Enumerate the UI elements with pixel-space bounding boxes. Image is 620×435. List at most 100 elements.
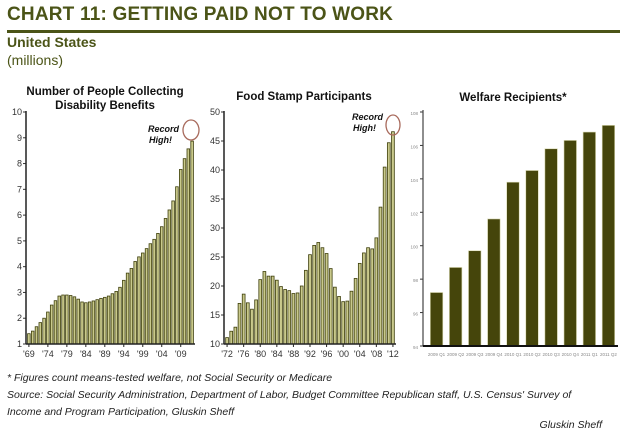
disability-bar-2001 — [148, 243, 153, 345]
disability-bar-2009 — [179, 169, 183, 345]
disability-y-tick-label: 8 — [17, 159, 22, 169]
disability-bar-1989 — [103, 296, 107, 345]
disability-bar-2006 — [167, 209, 172, 345]
disability-bar-1993 — [118, 286, 122, 345]
food-stamp-bar-1977 — [246, 302, 250, 345]
disability-bar-1995 — [125, 272, 130, 345]
welfare-bar-2009-q3 — [468, 250, 482, 347]
food-stamp-bar-1976 — [241, 293, 246, 345]
food-stamp-bar-1974 — [233, 326, 238, 345]
food-stamp-y-tick-label: 15 — [210, 310, 220, 320]
food-stamp-bar-2007 — [370, 248, 374, 345]
welfare-y-tick-label: 104 — [410, 178, 418, 183]
charts-panel: Number of People Collecting Disability B… — [12, 86, 618, 359]
welfare-x-tick-label: 2009 Q1 — [428, 352, 446, 357]
food-stamp-x-tick-label: '84 — [271, 349, 283, 359]
disability-x-tick-label: '89 — [99, 349, 111, 359]
disability-y-tick-label: 1 — [17, 339, 22, 349]
food-stamp-x-tick-label: '80 — [254, 349, 266, 359]
disability-x-tick-label: '94 — [118, 349, 130, 359]
disability-bar-2007 — [171, 200, 175, 345]
disability-bar-1986 — [91, 300, 96, 345]
welfare-bar-2009-q4 — [487, 218, 501, 347]
food-stamp-bar-1991 — [304, 269, 308, 345]
food-stamp-bar-1972 — [225, 337, 229, 345]
welfare-y-tick-label: 98 — [413, 278, 419, 283]
food-stamp-x-tick-label: '04 — [354, 349, 366, 359]
food-stamp-annotation-line2: High! — [353, 123, 376, 133]
food-stamp-y-tick-label: 25 — [210, 252, 220, 262]
food-stamp-x-tick-label: '92 — [304, 349, 316, 359]
disability-x-tick-label: '99 — [137, 349, 149, 359]
disability-bar-1983 — [80, 301, 84, 345]
food-stamp-bar-2001 — [345, 300, 350, 345]
welfare-x-tick-label: 2010 Q1 — [504, 352, 522, 357]
region-label: United States — [7, 34, 97, 50]
food-stamp-x-tick-label: '76 — [238, 349, 250, 359]
units-label: (millions) — [7, 52, 63, 68]
food-stamp-record-high-circle — [385, 114, 401, 136]
food-stamp-bar-1979 — [254, 299, 258, 345]
disability-bar-1999 — [141, 252, 145, 345]
food-stamp-bar-2006 — [366, 247, 370, 345]
disability-bar-2012 — [190, 140, 194, 345]
disability-bar-2011 — [186, 148, 191, 345]
disability-y-tick-label: 2 — [17, 313, 22, 323]
disability-x-tick-label: '09 — [175, 349, 187, 359]
welfare-x-tick-label: 2010 Q3 — [543, 352, 561, 357]
disability-bar-1977 — [57, 295, 61, 345]
disability-bar-1979 — [65, 294, 69, 345]
disability-bar-2000 — [144, 248, 149, 345]
food-stamp-bar-2009 — [378, 206, 383, 345]
disability-y-tick-label: 6 — [17, 210, 22, 220]
food-stamp-bar-1987 — [287, 290, 292, 345]
food-stamp-x-tick-label: '12 — [387, 349, 399, 359]
disability-bar-1985 — [87, 301, 92, 345]
welfare-x-tick-label: 2011 Q1 — [581, 352, 598, 357]
disability-bar-1991 — [110, 293, 115, 345]
disability-bar-1997 — [133, 261, 137, 345]
welfare-y-tick-label: 106 — [410, 144, 418, 149]
food-stamp-x-tick-label: '72 — [221, 349, 233, 359]
disability-x-tick-label: '69 — [23, 349, 35, 359]
food-stamp-bar-2011 — [386, 142, 391, 345]
food-stamp-y-tick-label: 30 — [210, 223, 220, 233]
food-stamp-bar-1986 — [283, 289, 287, 345]
page-title: CHART 11: GETTING PAID NOT TO WORK — [7, 4, 394, 25]
disability-x-tick-label: '04 — [156, 349, 168, 359]
welfare-x-tick-label: 2009 Q3 — [466, 352, 484, 357]
disability-bar-1996 — [129, 268, 134, 345]
disability-bar-1976 — [53, 300, 58, 345]
welfare-chart-title: Welfare Recipients* — [459, 92, 567, 104]
food-stamp-bar-1988 — [291, 293, 296, 345]
disability-bar-2005 — [163, 218, 168, 345]
source-line-2: Income and Program Participation, Gluski… — [7, 406, 235, 418]
disability-y-tick-label: 10 — [12, 107, 22, 117]
disability-annotation-line1: Record — [148, 124, 180, 134]
disability-bar-1971 — [34, 326, 39, 345]
food-stamp-bar-1990 — [299, 285, 304, 345]
disability-y-tick-label: 3 — [17, 287, 22, 297]
disability-bar-2004 — [160, 226, 164, 345]
food-stamp-bar-1981 — [262, 271, 267, 345]
welfare-x-tick-label: 2009 Q4 — [485, 352, 503, 357]
food-stamp-y-tick-label: 10 — [210, 339, 220, 349]
welfare-bar-2010-q2 — [525, 170, 539, 347]
food-stamp-bar-1978 — [250, 308, 254, 345]
disability-bar-1982 — [76, 298, 80, 345]
food-stamp-bar-1995 — [320, 247, 325, 345]
disability-bar-1990 — [106, 295, 111, 345]
food-stamp-y-tick-label: 40 — [210, 165, 220, 175]
food-stamp-bar-2005 — [362, 252, 366, 345]
food-stamp-bar-2010 — [382, 166, 387, 345]
welfare-bar-2009-q2 — [449, 267, 463, 347]
disability-bar-2003 — [156, 233, 160, 345]
food-stamp-bar-1973 — [229, 330, 234, 345]
welfare-y-tick-label: 102 — [410, 211, 418, 216]
food-stamp-bar-2012 — [391, 131, 395, 345]
welfare-x-tick-label: 2010 Q4 — [562, 352, 580, 357]
disability-bar-1974 — [46, 311, 50, 345]
disability-bar-2002 — [152, 238, 156, 345]
welfare-bar-2010-q1 — [506, 181, 520, 347]
food-stamp-bar-1975 — [237, 302, 242, 345]
